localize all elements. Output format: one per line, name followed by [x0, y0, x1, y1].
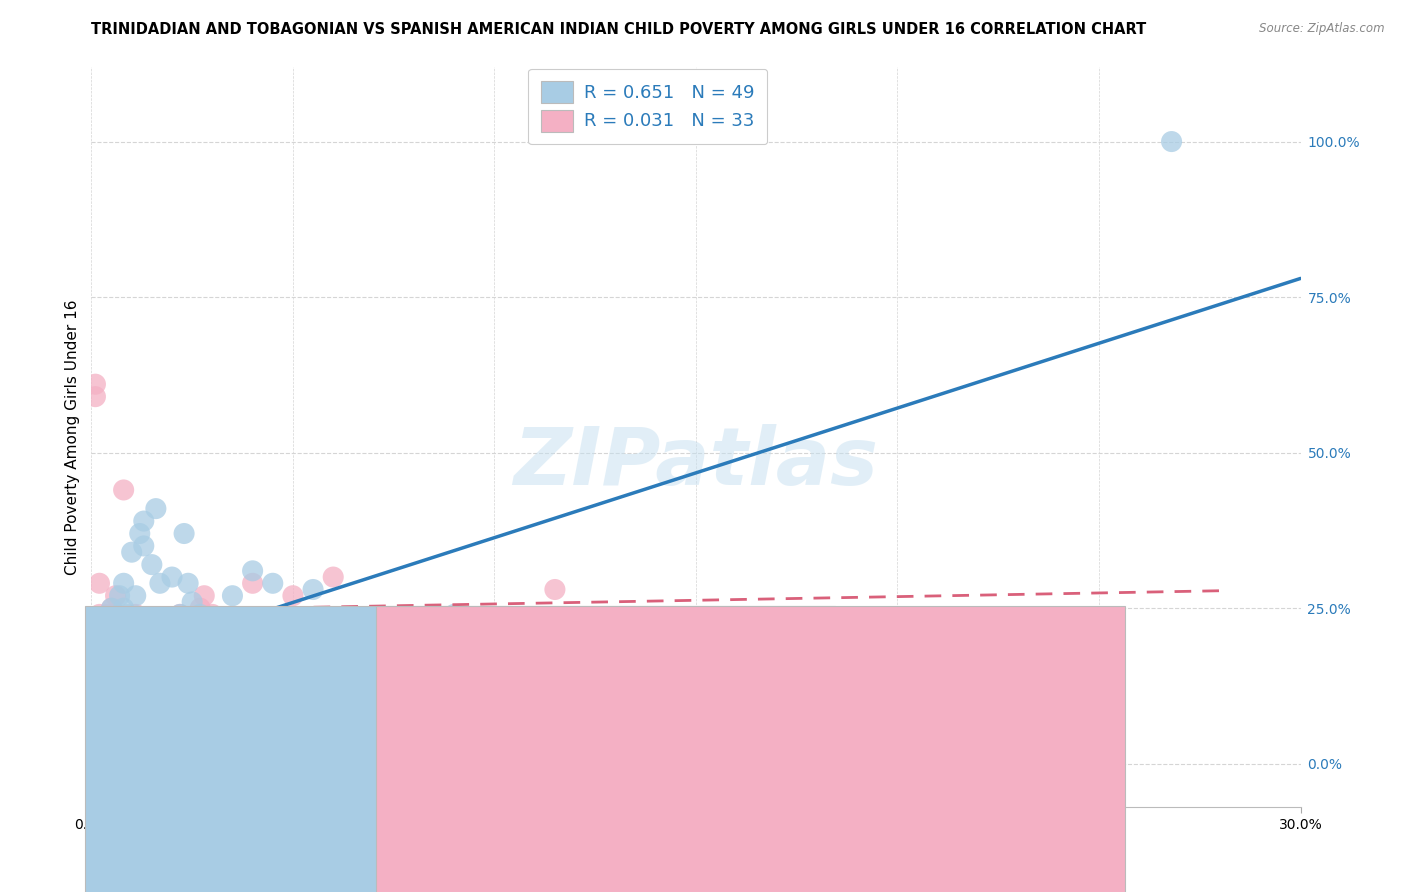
Point — [93, 651, 115, 665]
Point — [125, 607, 148, 622]
Point — [1160, 135, 1182, 149]
Point — [89, 607, 111, 622]
Point — [443, 607, 465, 622]
Point — [89, 620, 111, 634]
Point — [149, 576, 172, 591]
Point — [165, 626, 187, 640]
Point — [188, 601, 211, 615]
Point — [177, 576, 200, 591]
Text: Spanish American Indians: Spanish American Indians — [778, 833, 976, 848]
Point — [665, 626, 688, 640]
Point — [169, 607, 191, 622]
Point — [84, 377, 107, 392]
Point — [100, 601, 122, 615]
Point — [89, 645, 111, 659]
Point — [121, 626, 143, 640]
Point — [112, 483, 135, 497]
Point — [201, 607, 224, 622]
Point — [322, 570, 344, 584]
Point — [181, 620, 204, 634]
Point — [302, 582, 325, 597]
Point — [108, 589, 131, 603]
Point — [141, 558, 163, 572]
Point — [342, 626, 364, 640]
Point — [128, 526, 150, 541]
Point — [104, 632, 127, 647]
Point — [281, 589, 304, 603]
Point — [100, 620, 122, 634]
Text: TRINIDADIAN AND TOBAGONIAN VS SPANISH AMERICAN INDIAN CHILD POVERTY AMONG GIRLS : TRINIDADIAN AND TOBAGONIAN VS SPANISH AM… — [91, 22, 1146, 37]
Point — [193, 626, 215, 640]
Point — [89, 576, 111, 591]
Point — [160, 632, 183, 647]
Point — [132, 514, 155, 528]
Point — [544, 582, 567, 597]
Point — [128, 620, 150, 634]
FancyBboxPatch shape — [86, 606, 835, 892]
Legend: R = 0.651   N = 49, R = 0.031   N = 33: R = 0.651 N = 49, R = 0.031 N = 33 — [529, 69, 768, 145]
Point — [125, 589, 148, 603]
Point — [96, 614, 118, 628]
Point — [242, 564, 264, 578]
Y-axis label: Child Poverty Among Girls Under 16: Child Poverty Among Girls Under 16 — [65, 300, 80, 574]
Point — [121, 545, 143, 559]
Point — [193, 589, 215, 603]
Point — [117, 607, 139, 622]
Point — [93, 639, 115, 653]
Point — [100, 632, 122, 647]
Point — [153, 620, 176, 634]
Point — [112, 601, 135, 615]
Point — [108, 614, 131, 628]
Point — [132, 626, 155, 640]
Point — [503, 614, 526, 628]
Point — [96, 607, 118, 622]
Point — [262, 576, 284, 591]
Point — [93, 620, 115, 634]
Point — [145, 501, 167, 516]
Point — [188, 607, 211, 622]
Point — [93, 632, 115, 647]
Text: ZIPatlas: ZIPatlas — [513, 424, 879, 502]
Point — [141, 639, 163, 653]
Point — [84, 639, 107, 653]
Point — [186, 639, 208, 653]
Point — [402, 706, 425, 721]
Text: Trinidadians and Tobagonians: Trinidadians and Tobagonians — [486, 833, 713, 848]
Point — [169, 607, 191, 622]
Point — [173, 526, 195, 541]
Point — [181, 620, 204, 634]
Point — [121, 620, 143, 634]
Point — [84, 390, 107, 404]
Point — [221, 620, 243, 634]
Point — [108, 626, 131, 640]
Point — [181, 595, 204, 609]
Point — [221, 589, 243, 603]
Point — [145, 620, 167, 634]
Point — [132, 539, 155, 553]
Point — [382, 725, 405, 739]
Point — [84, 626, 107, 640]
Point — [96, 620, 118, 634]
Point — [117, 626, 139, 640]
Point — [100, 601, 122, 615]
FancyBboxPatch shape — [375, 606, 1125, 892]
Point — [104, 620, 127, 634]
Point — [156, 639, 179, 653]
Point — [104, 589, 127, 603]
Point — [112, 576, 135, 591]
Point — [100, 632, 122, 647]
Text: Source: ZipAtlas.com: Source: ZipAtlas.com — [1260, 22, 1385, 36]
Point — [160, 570, 183, 584]
Point — [242, 576, 264, 591]
Point — [201, 620, 224, 634]
Point — [104, 620, 127, 634]
